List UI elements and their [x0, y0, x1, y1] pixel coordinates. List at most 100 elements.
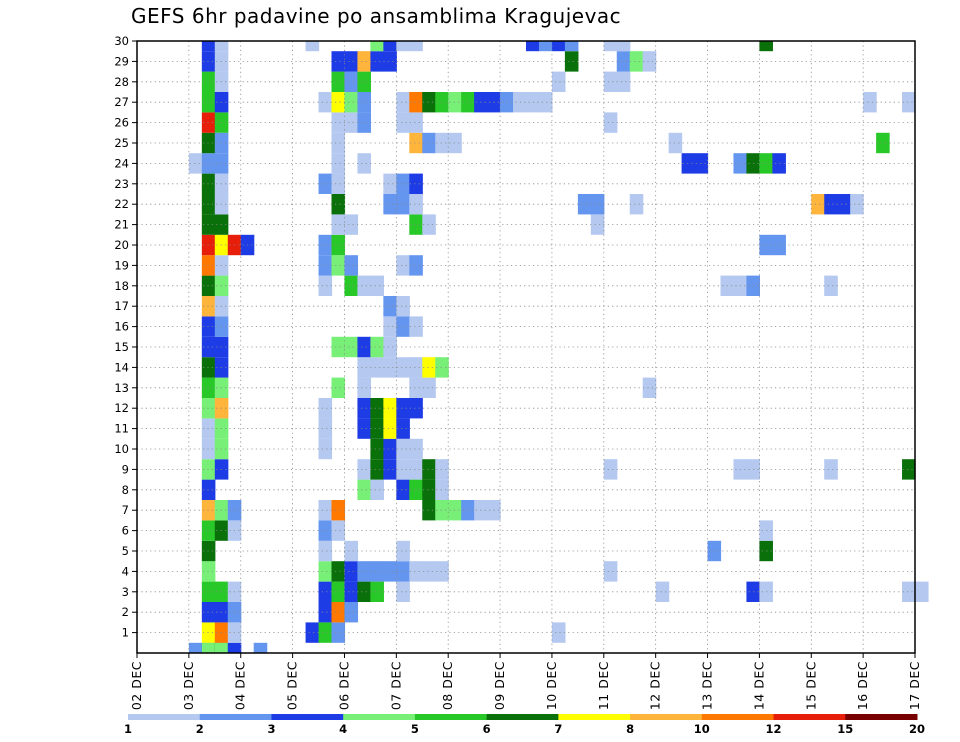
colorbar-label: 20 — [909, 722, 925, 736]
precip-cell — [370, 438, 384, 460]
precip-cell — [863, 92, 877, 113]
precip-cell — [201, 540, 216, 562]
precip-cell — [201, 41, 216, 52]
precip-cell — [370, 479, 384, 500]
colorbar-swatch — [128, 714, 201, 720]
precip-cell — [201, 500, 216, 521]
y-tick-label: 7 — [122, 503, 129, 517]
precip-cell — [331, 581, 346, 602]
colorbar-label: 12 — [766, 722, 782, 736]
precip-cell — [409, 255, 423, 276]
precip-cell — [201, 602, 216, 623]
precip-cell — [344, 71, 359, 92]
precip-cell — [396, 418, 410, 439]
precip-cell — [396, 41, 410, 52]
precip-cell — [331, 520, 346, 541]
precip-cell — [214, 41, 229, 52]
precip-cell — [331, 112, 346, 133]
precip-cell — [396, 459, 410, 480]
precip-cell — [383, 459, 397, 480]
precip-cell — [344, 275, 359, 296]
precip-cell — [422, 357, 436, 378]
y-tick-label: 12 — [114, 401, 129, 415]
precip-cell — [396, 398, 410, 419]
precip-cell — [318, 255, 333, 276]
precip-cell — [201, 194, 216, 215]
precip-cell — [902, 581, 916, 602]
precip-cell — [435, 459, 449, 480]
precip-cell — [331, 336, 346, 358]
y-tick-label: 23 — [114, 177, 129, 191]
precip-cell — [409, 561, 423, 582]
x-tick-label: 03 DEC — [181, 661, 196, 710]
precip-cell — [344, 336, 359, 358]
precip-cell — [201, 459, 216, 480]
precip-cell — [759, 540, 773, 562]
precip-cell — [331, 500, 346, 521]
precip-cell — [577, 194, 592, 215]
y-tick-label: 10 — [114, 442, 129, 456]
precip-cell — [331, 173, 346, 194]
precip-cell — [772, 234, 786, 256]
precip-cell — [409, 357, 423, 378]
chart-title: GEFS 6hr padavine po ansamblima Kragujev… — [131, 4, 622, 28]
precip-cell — [201, 479, 216, 500]
x-tick-label: 06 DEC — [336, 661, 351, 710]
precip-cell — [526, 92, 540, 113]
precip-cell — [668, 132, 683, 154]
colorbar-label: 2 — [196, 722, 204, 736]
precip-cell — [253, 642, 268, 653]
precip-cell — [201, 642, 216, 653]
precip-cell — [201, 132, 216, 154]
precip-cell — [422, 214, 436, 235]
precip-cell — [538, 92, 553, 113]
precip-cell — [383, 296, 397, 317]
precip-cell — [201, 581, 216, 602]
precip-cell — [681, 153, 696, 174]
precip-cell — [331, 602, 346, 623]
precip-cell — [357, 357, 371, 378]
precip-cell — [383, 173, 397, 194]
colorbar-swatch — [271, 714, 344, 720]
precip-cell — [331, 377, 346, 398]
precip-cell — [642, 51, 657, 72]
precip-cell — [759, 153, 773, 174]
precip-cell — [603, 71, 618, 92]
colorbar-label: 8 — [626, 722, 634, 736]
precip-cell — [629, 194, 644, 215]
precip-cell — [370, 275, 384, 296]
x-tick-label: 04 DEC — [233, 661, 248, 710]
precip-cell — [603, 459, 618, 480]
precip-cell — [357, 561, 371, 582]
precip-cell — [357, 581, 371, 602]
precip-cell — [603, 112, 618, 133]
precip-cell — [344, 92, 359, 113]
precip-cell — [331, 153, 346, 174]
precip-cell — [616, 71, 631, 92]
colorbar-swatch — [701, 714, 775, 720]
x-tick-label: 02 DEC — [129, 661, 144, 710]
precip-cell — [344, 540, 359, 562]
precip-cell — [409, 377, 423, 398]
y-tick-label: 5 — [122, 544, 129, 558]
precip-cell — [331, 132, 346, 154]
precip-cell — [318, 581, 333, 602]
precip-cell — [201, 418, 216, 439]
precip-cell — [590, 194, 605, 215]
precip-cell — [214, 642, 229, 653]
precip-cell — [201, 520, 216, 541]
y-tick-label: 24 — [114, 156, 129, 170]
y-tick-label: 25 — [114, 136, 129, 150]
precip-cell — [331, 214, 346, 235]
precip-cell — [201, 234, 216, 256]
colorbar-label: 3 — [267, 722, 275, 736]
precip-cell — [435, 500, 449, 521]
precip-cell — [383, 51, 397, 72]
y-tick-label: 16 — [114, 320, 129, 334]
precip-cell — [305, 622, 320, 643]
precip-cell — [824, 194, 838, 215]
precip-cell — [383, 418, 397, 439]
precip-cell — [409, 398, 423, 419]
precip-cell — [811, 194, 825, 215]
